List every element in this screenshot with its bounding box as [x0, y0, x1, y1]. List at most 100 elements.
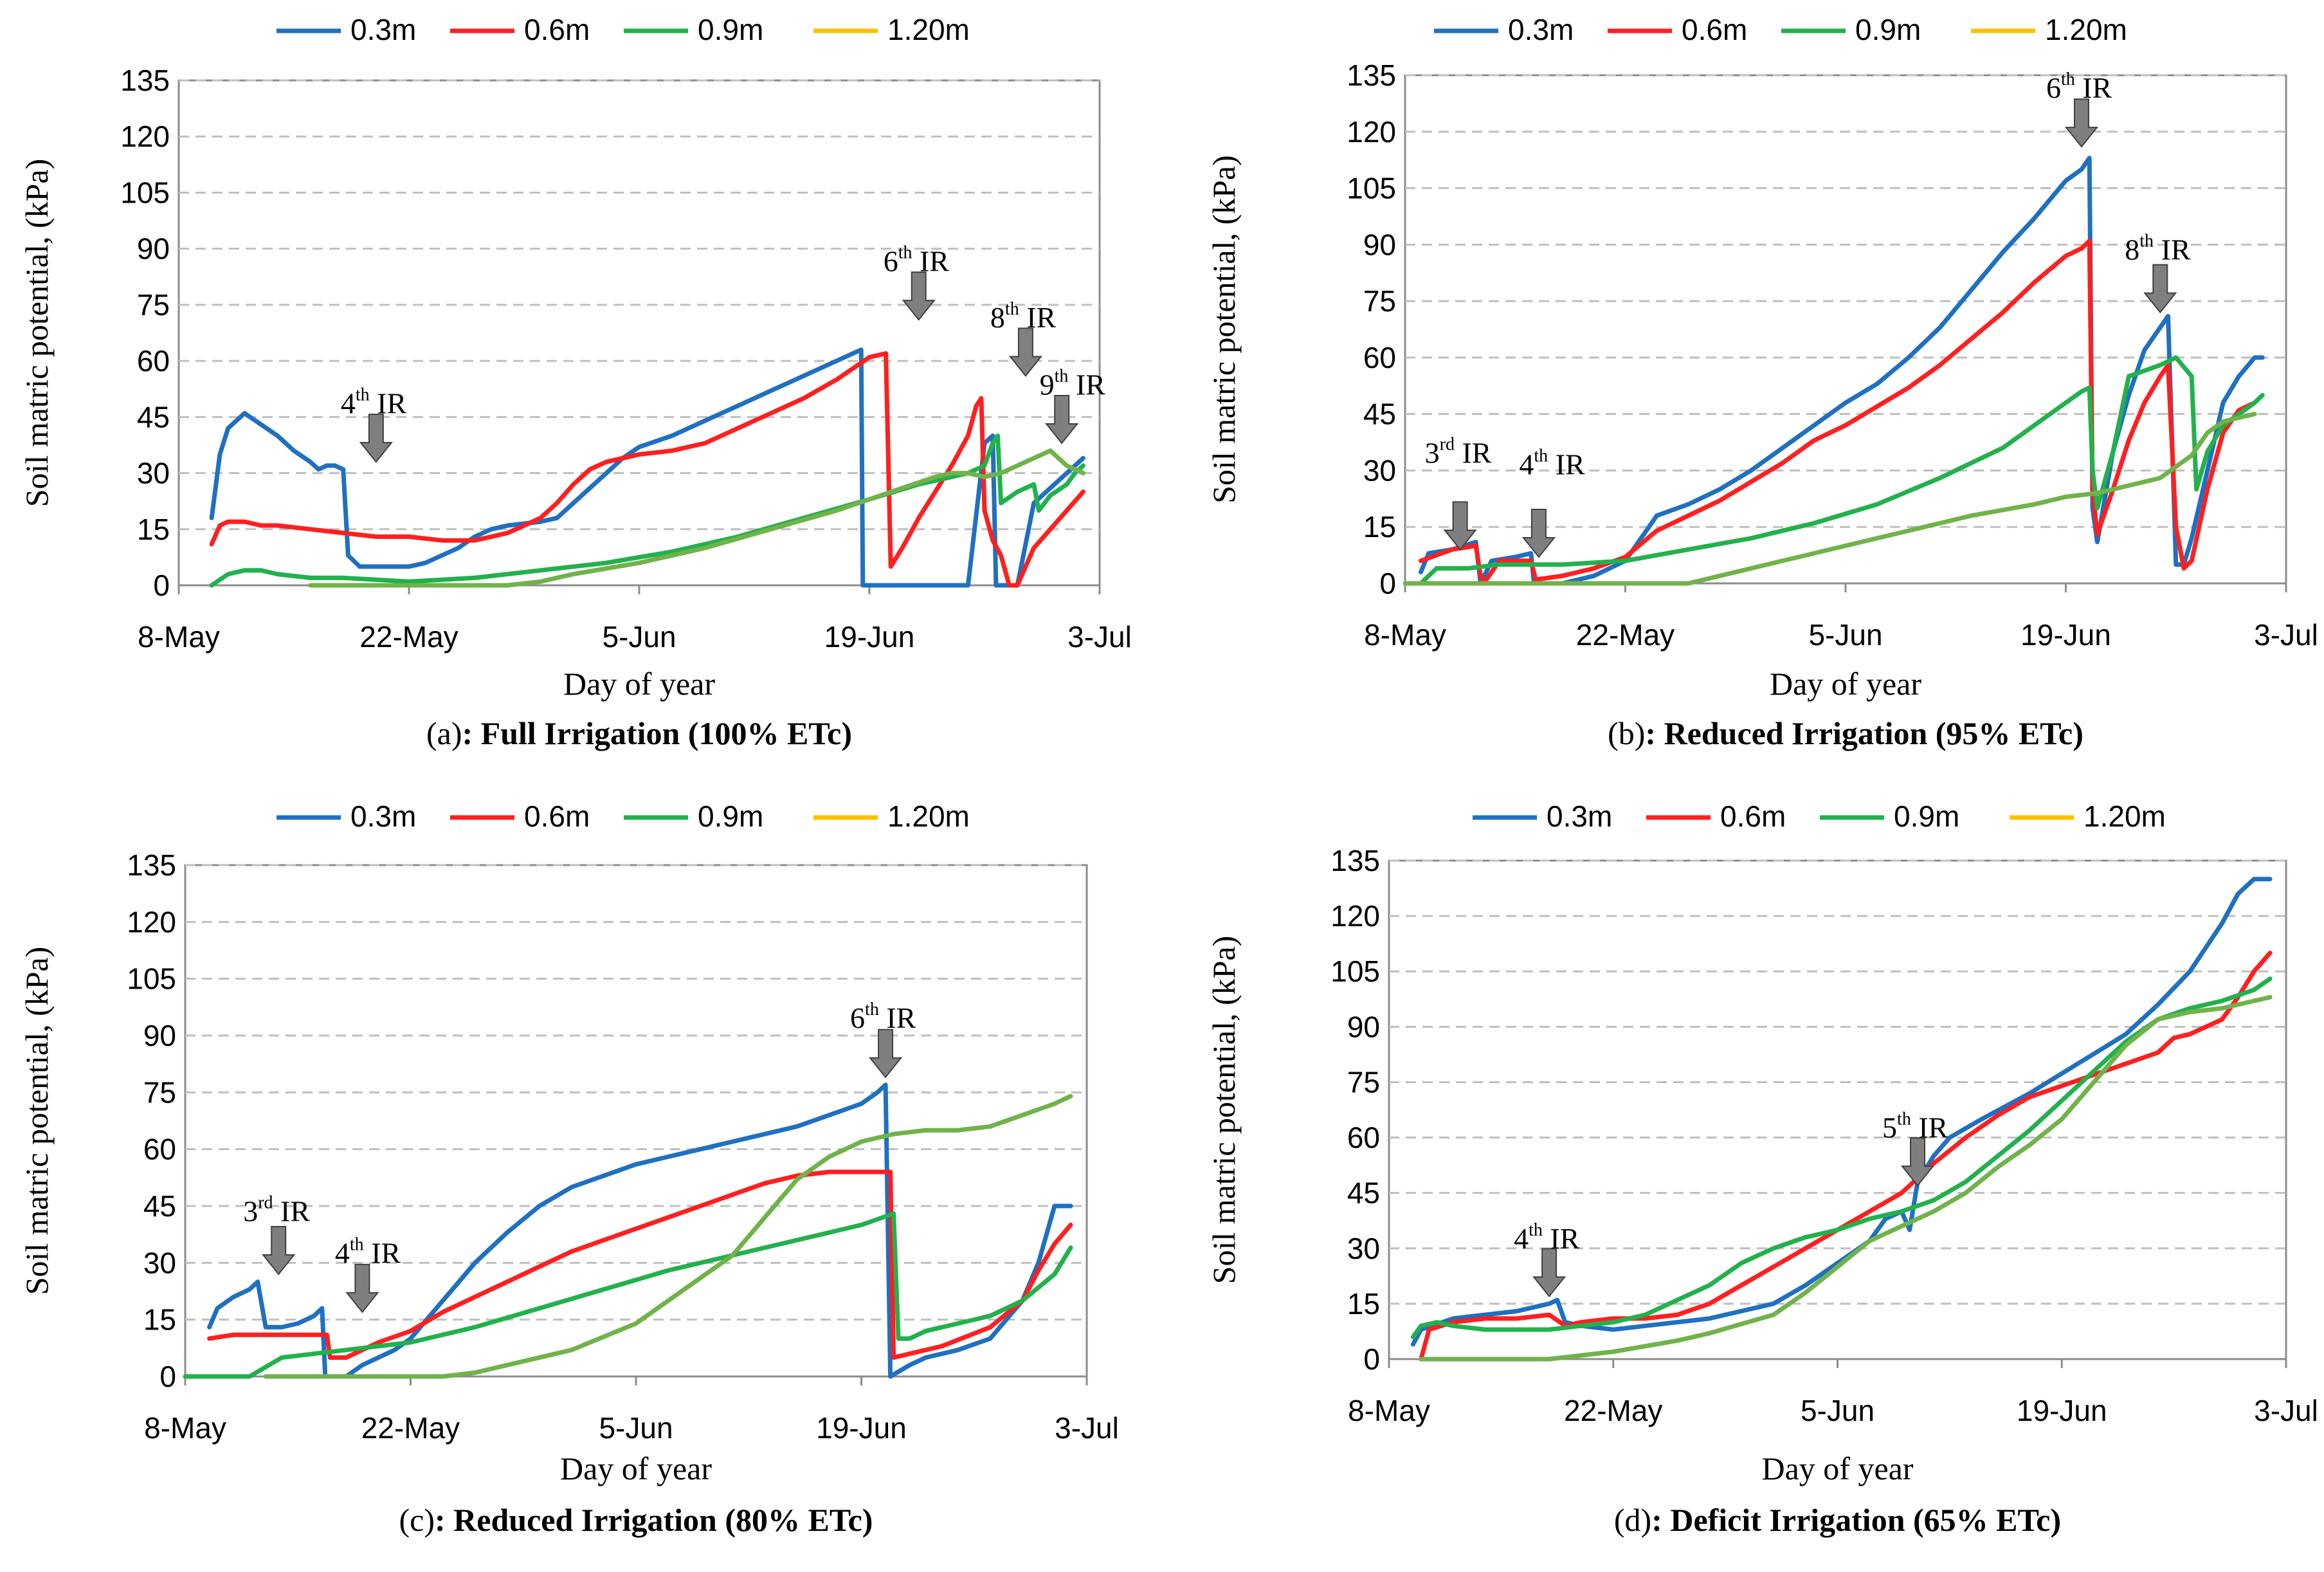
- irrigation-arrow-icon: [1045, 395, 1079, 444]
- legend-label: 1.20m: [2045, 13, 2127, 46]
- y-tick-label: 120: [120, 120, 170, 153]
- x-tick-label: 19-Jun: [2020, 618, 2111, 652]
- y-tick-label: 30: [137, 457, 170, 490]
- legend-label: 0.3m: [1508, 13, 1574, 46]
- series-line-0-9m: [183, 1211, 1073, 1379]
- y-axis-title: Soil matric potential, (kPa): [19, 947, 55, 1295]
- legend-label: 0.3m: [350, 13, 416, 46]
- y-tick-label: 105: [1330, 955, 1380, 988]
- y-tick-label: 60: [137, 344, 170, 378]
- chart-panel-a: 0 15 30 45 60 75 90 105 120 135 8-May 22-May 5-Jun 19…: [19, 13, 1132, 751]
- irrigation-arrow-icon: [1521, 509, 1556, 558]
- y-tick-label: 15: [137, 513, 170, 546]
- x-tick-label: 5-Jun: [1801, 1394, 1875, 1427]
- y-tick-label: 15: [1363, 510, 1396, 544]
- irrigation-label: 3rd IR: [1425, 435, 1492, 470]
- x-tick-label: 19-Jun: [824, 620, 915, 653]
- legend-label: 0.9m: [1894, 800, 1959, 833]
- chart-panels: 0 15 30 45 60 75 90 105 120 135 8-May 22-May 5-Jun 19…: [19, 13, 2318, 1538]
- series-line-0-6m: [1419, 239, 2257, 586]
- y-tick-label: 0: [1379, 567, 1396, 600]
- irrigation-arrow-icon: [1443, 501, 1477, 551]
- legend-label: 0.6m: [1720, 800, 1786, 833]
- y-tick-label: 0: [1363, 1342, 1380, 1376]
- x-axis-title: Day of year: [1762, 1450, 1914, 1486]
- x-axis-title: Day of year: [563, 666, 715, 702]
- series-line-deep: [263, 1093, 1073, 1379]
- irrigation-label: 4th IR: [341, 385, 407, 420]
- series-line-deep: [1419, 994, 2273, 1362]
- irrigation-arrow-icon: [868, 1028, 903, 1079]
- x-tick-label: 5-Jun: [602, 620, 676, 653]
- y-tick-label: 15: [143, 1303, 176, 1337]
- irrigation-arrow-icon: [345, 1263, 379, 1313]
- x-tick-label: 19-Jun: [2017, 1394, 2107, 1427]
- x-tick-label: 22-May: [361, 1411, 460, 1445]
- x-tick-label: 8-May: [1348, 1394, 1430, 1427]
- series-line-deep: [1403, 412, 2257, 586]
- irrigation-label: 5th IR: [1882, 1110, 1948, 1144]
- panel-caption: (a): Full Irrigation (100% ETc): [426, 715, 852, 751]
- x-tick-label: 22-May: [1576, 618, 1675, 652]
- y-tick-label: 90: [1363, 228, 1396, 261]
- series-line-0-3m: [207, 1083, 1073, 1379]
- x-tick-label: 8-May: [138, 620, 220, 653]
- legend-label: 0.6m: [524, 13, 590, 46]
- x-tick-label: 22-May: [1564, 1394, 1662, 1427]
- chart-panel-c: 0 15 30 45 60 75 90 105 120 135 8-May 22-May 5-Jun 19…: [19, 800, 1119, 1538]
- irrigation-label: 4th IR: [1514, 1220, 1580, 1255]
- y-tick-label: 90: [137, 232, 170, 266]
- y-tick-label: 120: [1330, 899, 1380, 933]
- y-tick-label: 120: [127, 905, 176, 938]
- legend-label: 0.9m: [1855, 13, 1921, 46]
- series-line-0-6m: [209, 351, 1085, 588]
- irrigation-label: 6th IR: [884, 243, 950, 278]
- irrigation-arrow-icon: [2064, 98, 2099, 148]
- irrigation-label: 6th IR: [2046, 69, 2112, 104]
- y-tick-label: 0: [159, 1360, 176, 1393]
- y-tick-label: 0: [153, 569, 170, 602]
- y-tick-label: 60: [143, 1133, 176, 1166]
- legend-label: 1.20m: [887, 800, 970, 833]
- x-tick-label: 3-Jul: [2254, 618, 2318, 652]
- x-tick-label: 8-May: [1364, 618, 1446, 652]
- y-tick-label: 135: [1330, 844, 1380, 877]
- irrigation-label: 3rd IR: [243, 1193, 310, 1228]
- x-tick-label: 22-May: [359, 620, 458, 653]
- y-tick-label: 60: [1363, 341, 1396, 374]
- x-tick-label: 3-Jul: [1055, 1411, 1119, 1445]
- x-tick-label: 8-May: [144, 1411, 226, 1445]
- irrigation-arrow-icon: [1532, 1248, 1566, 1298]
- y-tick-label: 15: [1347, 1287, 1380, 1321]
- series-line-deep: [308, 448, 1085, 588]
- panel-caption: (c): Reduced Irrigation (80% ETc): [399, 1502, 873, 1538]
- y-axis-title: Soil matric potential, (kPa): [19, 159, 55, 507]
- y-tick-label: 75: [1347, 1065, 1380, 1099]
- y-tick-label: 135: [1347, 59, 1396, 92]
- y-tick-label: 75: [137, 288, 170, 322]
- chart-panel-b: 0 15 30 45 60 75 90 105 120 135 8-May 22-May 5-Jun 19…: [1206, 13, 2318, 751]
- irrigation-label: 6th IR: [850, 1000, 916, 1034]
- series-line-0-9m: [1419, 355, 2265, 586]
- y-tick-label: 105: [1347, 172, 1396, 205]
- irrigation-arrow-icon: [902, 271, 936, 321]
- y-tick-label: 30: [1363, 453, 1396, 487]
- y-tick-label: 60: [1347, 1121, 1380, 1155]
- y-axis-title: Soil matric potential, (kPa): [1206, 155, 1242, 504]
- legend-label: 0.6m: [1682, 13, 1747, 46]
- irrigation-label: 8th IR: [990, 299, 1057, 334]
- x-tick-label: 5-Jun: [599, 1411, 673, 1445]
- x-tick-label: 19-Jun: [816, 1411, 907, 1445]
- irrigation-label: 4th IR: [1519, 446, 1585, 480]
- series-line-0-3m: [209, 347, 1085, 588]
- y-tick-label: 90: [1347, 1010, 1380, 1043]
- irrigation-label: 8th IR: [2125, 232, 2191, 266]
- series-line-0-9m: [1410, 976, 2273, 1340]
- y-tick-label: 30: [1347, 1232, 1380, 1265]
- chart-panel-d: 0 15 30 45 60 75 90 105 120 135 8-May 22-May 5-Jun 19…: [1206, 800, 2318, 1538]
- y-tick-label: 45: [1363, 398, 1396, 431]
- y-tick-label: 105: [127, 962, 176, 996]
- y-tick-label: 45: [143, 1189, 176, 1223]
- series-line-0-6m: [1419, 951, 2273, 1362]
